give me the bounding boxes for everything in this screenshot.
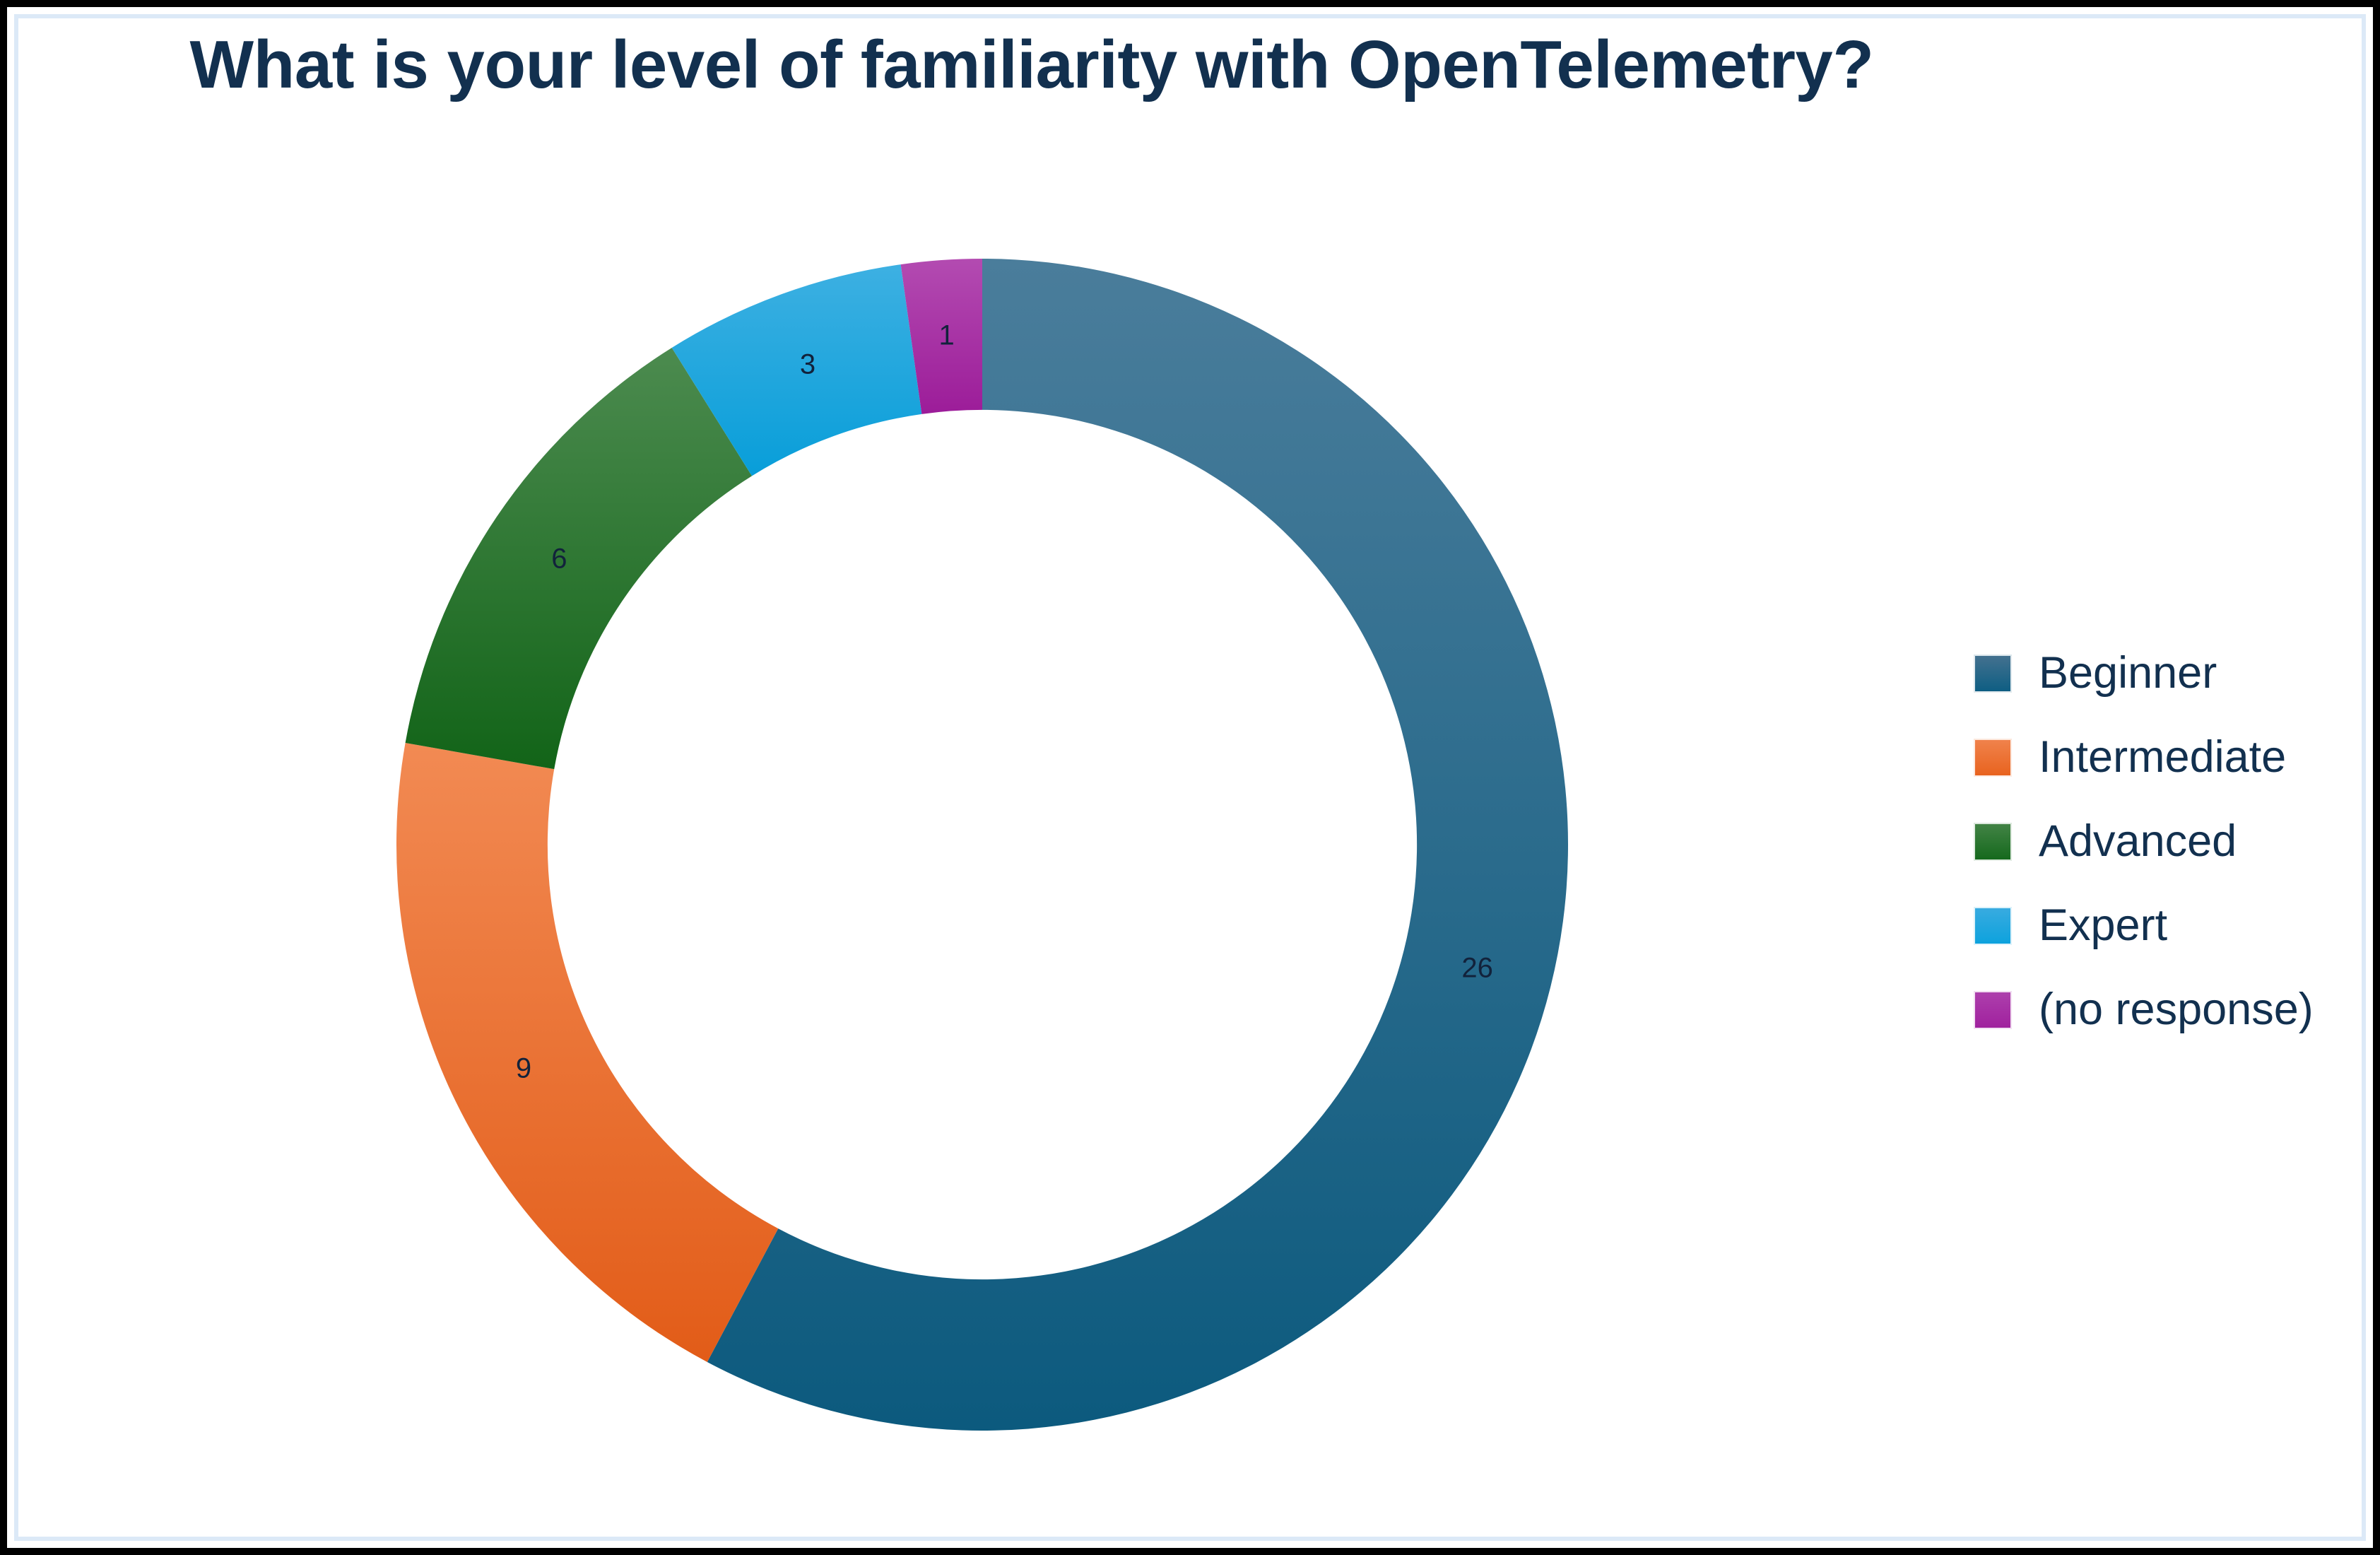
chart-title: What is your level of familiarity with O… [189,27,1874,102]
donut-slice-intermediate[interactable] [396,743,779,1362]
legend-swatch-no-response [1974,990,2012,1029]
donut-svg [396,259,1568,1431]
legend-item-advanced[interactable]: Advanced [1974,799,2355,884]
legend-swatch-advanced [1974,822,2012,861]
legend-item-beginner[interactable]: Beginner [1974,631,2355,715]
donut-slice-expert[interactable] [671,264,922,476]
legend-item-no-response[interactable]: (no response) [1974,968,2355,1052]
legend-item-intermediate[interactable]: Intermediate [1974,715,2355,799]
donut-slice-no-response[interactable] [900,259,982,414]
donut-chart: 26 9 6 3 1 [396,259,1568,1431]
legend-label-advanced: Advanced [2039,816,2237,866]
chart-legend: Beginner Intermediate Advanced Expert (n… [1974,631,2355,1052]
legend-label-expert: Expert [2039,900,2168,950]
donut-slice-beginner[interactable] [707,259,1568,1431]
legend-label-intermediate: Intermediate [2039,732,2287,782]
legend-label-no-response: (no response) [2039,985,2314,1034]
donut-slice-advanced[interactable] [405,347,753,770]
legend-item-expert[interactable]: Expert [1974,884,2355,968]
legend-swatch-beginner [1974,654,2012,693]
legend-label-beginner: Beginner [2039,648,2217,698]
legend-swatch-expert [1974,906,2012,945]
legend-swatch-intermediate [1974,738,2012,777]
donut-slices [396,259,1568,1431]
